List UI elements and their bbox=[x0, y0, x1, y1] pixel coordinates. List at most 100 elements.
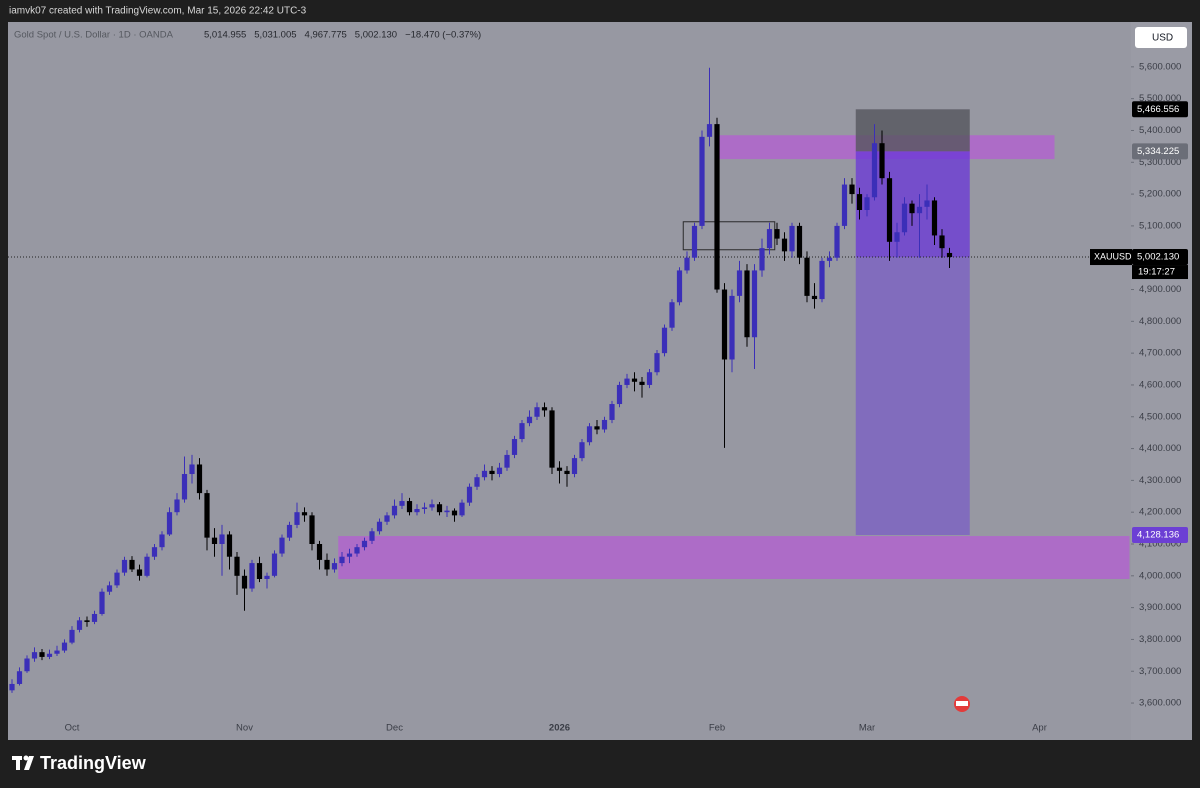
candle-body bbox=[196, 464, 203, 494]
entry-price-label-bg bbox=[1132, 143, 1188, 160]
candle-body bbox=[369, 531, 375, 541]
currency-label[interactable]: USD bbox=[1152, 33, 1173, 44]
candle-body bbox=[714, 124, 720, 290]
legend-value: 5,014.955 bbox=[204, 30, 246, 41]
candle-body bbox=[511, 439, 518, 455]
y-tick-label: 4,200.000 bbox=[1139, 507, 1181, 518]
candle-body bbox=[864, 197, 870, 210]
x-tick-label: Feb bbox=[709, 723, 725, 734]
symbol-tag: XAUUSD bbox=[1094, 251, 1132, 261]
candle-body bbox=[504, 454, 510, 468]
last-price-label-bg bbox=[1132, 249, 1188, 266]
candle-body bbox=[841, 184, 848, 226]
candle-body bbox=[331, 563, 338, 570]
candle-body bbox=[219, 534, 225, 544]
candle-body bbox=[894, 232, 900, 242]
candle-body bbox=[384, 515, 390, 522]
candle-body bbox=[429, 504, 435, 508]
candle-body bbox=[789, 225, 795, 252]
y-tick-label: 4,300.000 bbox=[1139, 475, 1181, 486]
candle-body bbox=[174, 499, 180, 513]
candle-body bbox=[31, 652, 38, 659]
candle-body bbox=[774, 229, 780, 239]
candle-body bbox=[811, 295, 818, 300]
symbol-title: Gold Spot / U.S. Dollar · 1D · OANDA bbox=[14, 30, 174, 41]
candle-body bbox=[594, 426, 600, 430]
candle-body bbox=[151, 547, 158, 557]
candle-body bbox=[661, 327, 668, 354]
last-price-label: 5,002.130 bbox=[1137, 252, 1179, 263]
candle-body bbox=[136, 569, 143, 576]
logo-stem bbox=[16, 756, 20, 770]
candle-body bbox=[744, 270, 750, 338]
logo-slash bbox=[24, 756, 34, 770]
candle-body bbox=[466, 486, 473, 503]
candle-body bbox=[204, 493, 210, 538]
candle-body bbox=[616, 384, 623, 405]
currency-button[interactable] bbox=[1135, 27, 1187, 48]
candle-body bbox=[946, 252, 953, 258]
candle-body bbox=[226, 534, 233, 557]
candle-body bbox=[564, 470, 570, 475]
candle-body bbox=[249, 563, 255, 589]
candle-body bbox=[496, 467, 503, 475]
x-tick-label: Dec bbox=[386, 723, 403, 734]
candle-body bbox=[489, 470, 495, 475]
candle-body bbox=[129, 559, 135, 570]
flag-icon bbox=[954, 696, 970, 712]
candle-body bbox=[721, 289, 728, 360]
candle-body bbox=[549, 410, 555, 468]
candle-body bbox=[706, 124, 713, 137]
legend-value: 5,031.005 bbox=[254, 30, 296, 41]
candle-body bbox=[901, 203, 908, 233]
y-tick-label: 5,600.000 bbox=[1139, 61, 1181, 72]
candle-body bbox=[301, 512, 308, 516]
candle-body bbox=[309, 515, 315, 544]
candle-body bbox=[624, 378, 630, 385]
candle-body bbox=[879, 143, 885, 179]
candle-body bbox=[759, 248, 765, 271]
candle-body bbox=[316, 544, 323, 560]
candle-body bbox=[421, 507, 428, 510]
y-tick-label: 4,800.000 bbox=[1139, 316, 1181, 327]
y-tick-label: 4,100.000 bbox=[1139, 539, 1181, 550]
candle-body bbox=[406, 501, 413, 513]
candle-body bbox=[849, 184, 855, 195]
candle-body bbox=[601, 419, 608, 430]
y-tick-label: 4,600.000 bbox=[1139, 379, 1181, 390]
candle-body bbox=[279, 537, 285, 554]
candle-body bbox=[61, 642, 68, 651]
x-tick-label: 2026 bbox=[549, 723, 570, 734]
target-price-label: 4,128.136 bbox=[1137, 530, 1179, 541]
candle-body bbox=[924, 200, 930, 207]
candle-body bbox=[451, 510, 458, 516]
candle-body bbox=[189, 464, 195, 475]
profit-zone-target bbox=[855, 257, 970, 536]
chart-background bbox=[8, 22, 1192, 740]
candle-body bbox=[99, 591, 105, 614]
y-tick-label: 4,900.000 bbox=[1139, 284, 1181, 295]
candle-body bbox=[459, 502, 465, 516]
candle-body bbox=[264, 575, 270, 579]
candle-body bbox=[324, 559, 330, 570]
candle-body bbox=[376, 521, 383, 532]
candle-body bbox=[871, 143, 878, 198]
candle-body bbox=[736, 270, 743, 296]
candle-body bbox=[444, 510, 450, 513]
candle-body bbox=[211, 537, 218, 544]
stop-price-label-bg bbox=[1132, 101, 1188, 118]
candle-body bbox=[339, 556, 345, 564]
candle-body bbox=[354, 547, 360, 554]
candle-body bbox=[121, 559, 128, 573]
candle-body bbox=[751, 270, 758, 338]
y-tick-label: 5,200.000 bbox=[1139, 189, 1181, 200]
candle-body bbox=[84, 620, 90, 622]
candle-body bbox=[669, 302, 675, 328]
stop-price-label: 5,466.556 bbox=[1137, 104, 1179, 115]
candle-body bbox=[631, 378, 638, 382]
candle-body bbox=[46, 653, 53, 657]
legend-value: −18.470 (−0.37%) bbox=[405, 30, 481, 41]
candle-body bbox=[159, 534, 165, 548]
y-tick-label: 5,400.000 bbox=[1139, 125, 1181, 136]
